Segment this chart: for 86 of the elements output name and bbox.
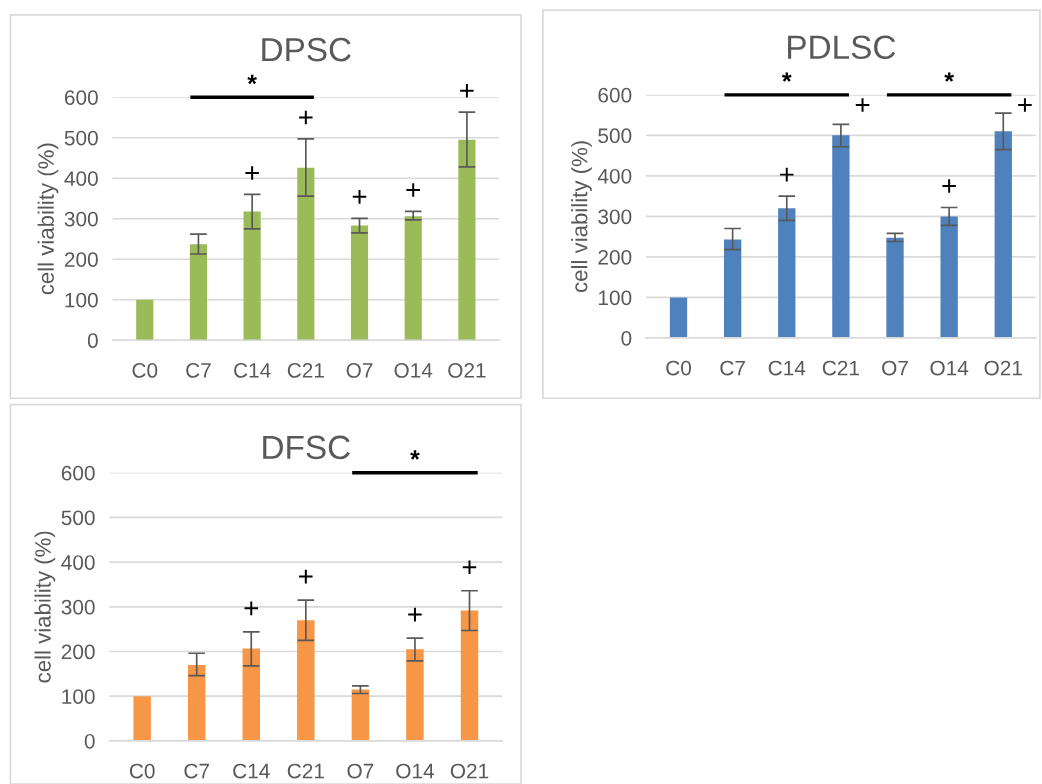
x-tick-label: C14 xyxy=(233,763,270,779)
data-label: + xyxy=(780,167,794,182)
bar xyxy=(242,648,260,741)
x-tick-label: O7 xyxy=(346,363,373,378)
x-tick-label: C21 xyxy=(287,363,324,378)
x-tick-label: O21 xyxy=(448,363,486,378)
x-tick-label: O14 xyxy=(930,360,969,376)
y-tick-label: 600 xyxy=(598,87,632,103)
y-tick-label: 0 xyxy=(621,330,632,346)
bar xyxy=(940,216,958,338)
y-tick-label: 100 xyxy=(62,689,95,704)
text: * xyxy=(410,450,420,460)
y-tick-label: 400 xyxy=(61,555,95,570)
data-label: + xyxy=(352,190,367,204)
y-axis-title: cell viability (%) xyxy=(34,531,56,683)
x-tick-label: C7 xyxy=(186,363,211,378)
bar xyxy=(189,244,208,341)
data-label: + xyxy=(1018,98,1032,112)
x-tick-label: O21 xyxy=(450,763,489,779)
data-label: + xyxy=(244,601,259,616)
x-tick-label: C14 xyxy=(768,360,806,376)
chart-title: DPSC xyxy=(262,37,351,62)
x-tick-label: O14 xyxy=(394,363,433,378)
x-tick-label: O7 xyxy=(882,360,908,376)
y-tick-label: 500 xyxy=(64,130,98,146)
bar xyxy=(351,689,370,741)
bar xyxy=(297,167,315,341)
y-tick-label: 300 xyxy=(61,599,95,615)
bar xyxy=(669,297,688,338)
data-label: + xyxy=(299,110,313,125)
bar xyxy=(404,216,422,341)
y-tick-label: 100 xyxy=(598,290,632,306)
text: * xyxy=(247,74,257,85)
y-tick-label: 0 xyxy=(84,733,95,749)
bar xyxy=(406,649,424,741)
bar xyxy=(350,225,369,341)
y-tick-label: 500 xyxy=(598,128,632,144)
y-tick-label: 100 xyxy=(65,292,98,308)
bar xyxy=(458,139,476,341)
data-label: + xyxy=(460,83,474,98)
text: * xyxy=(944,72,954,82)
y-axis-title: cell viability (%) xyxy=(37,143,59,295)
chart-title: DFSC xyxy=(263,435,350,460)
y-tick-label: 0 xyxy=(87,333,98,349)
data-label: + xyxy=(299,569,313,584)
bar xyxy=(243,211,261,341)
bar xyxy=(136,299,154,341)
x-tick-label: C7 xyxy=(184,763,209,779)
text: * xyxy=(781,72,792,82)
bar xyxy=(994,131,1012,338)
x-tick-label: O21 xyxy=(984,360,1022,376)
x-tick-label: C14 xyxy=(234,363,271,378)
x-tick-label: C21 xyxy=(287,763,324,779)
bar xyxy=(187,664,206,741)
data-label: + xyxy=(408,607,422,622)
y-tick-label: 400 xyxy=(597,168,632,184)
bar xyxy=(297,620,315,741)
y-tick-label: 300 xyxy=(598,209,632,225)
bar xyxy=(886,237,904,338)
chart-title: PDLSC xyxy=(788,35,896,60)
x-tick-label: C0 xyxy=(666,360,692,376)
data-label: + xyxy=(855,98,870,112)
x-tick-label: C7 xyxy=(720,360,745,376)
y-tick-label: 600 xyxy=(61,465,95,481)
bar xyxy=(723,239,742,338)
y-tick-label: 500 xyxy=(61,510,95,526)
x-tick-label: C21 xyxy=(822,360,859,376)
x-tick-label: O14 xyxy=(396,763,435,779)
x-tick-label: O7 xyxy=(347,763,374,779)
y-tick-label: 200 xyxy=(64,252,98,267)
bar xyxy=(133,696,151,741)
y-tick-label: 600 xyxy=(64,90,98,105)
bar xyxy=(832,135,850,338)
data-label: + xyxy=(245,166,259,180)
y-tick-label: 200 xyxy=(598,249,632,265)
y-tick-label: 300 xyxy=(64,211,98,227)
y-axis-title: cell viability (%) xyxy=(571,141,592,292)
y-tick-label: 200 xyxy=(61,644,95,660)
y-tick-label: 400 xyxy=(64,171,98,186)
data-label: + xyxy=(462,560,477,575)
x-tick-label: C0 xyxy=(132,363,158,378)
bar xyxy=(460,610,479,741)
data-label: + xyxy=(406,183,420,197)
x-tick-label: C0 xyxy=(129,763,155,779)
bar xyxy=(778,208,796,338)
data-label: + xyxy=(942,179,956,193)
